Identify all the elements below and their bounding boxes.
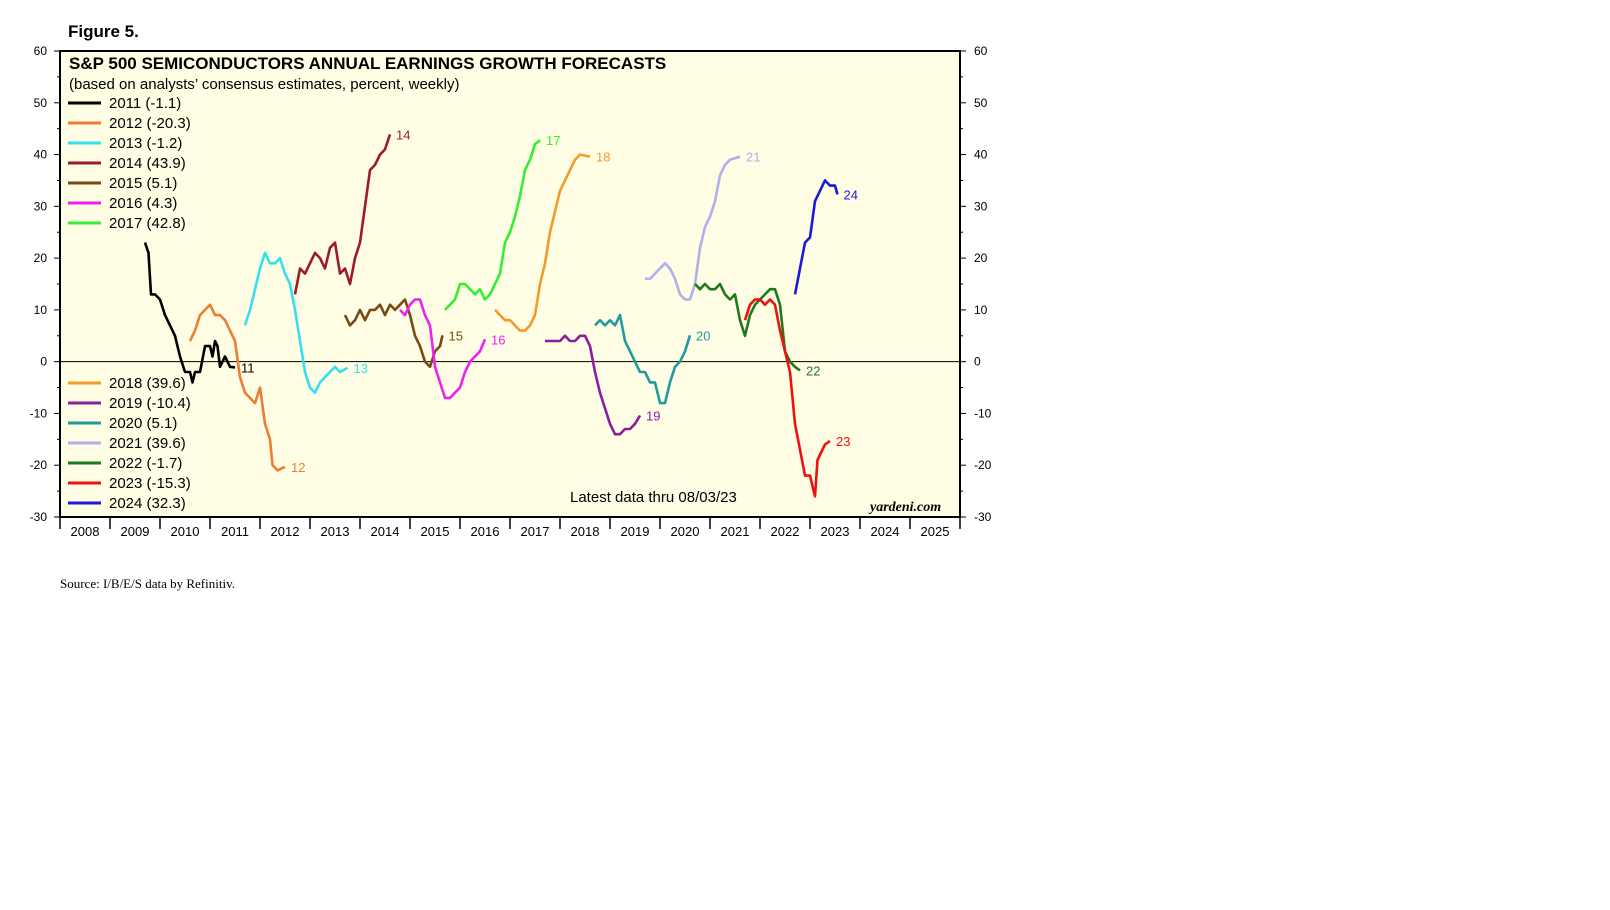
series-layer: 11 12 13 14 15 16 17 18 19 20 21 22 23 24 xyxy=(143,127,858,498)
y-tick-label-right: 30 xyxy=(974,199,988,213)
legend-label-2017: 2017 (42.8) xyxy=(109,215,186,232)
x-tick-label: 2018 xyxy=(571,524,600,539)
x-tick-label: 2023 xyxy=(821,524,850,539)
series-end-label-2022: 22 xyxy=(806,363,820,378)
x-tick-label: 2025 xyxy=(921,524,950,539)
legend-label-2013: 2013 (-1.2) xyxy=(109,135,182,152)
y-tick-label-right: -10 xyxy=(974,406,992,420)
legend-label-2022: 2022 (-1.7) xyxy=(109,455,182,472)
legend-label-2023: 2023 (-15.3) xyxy=(109,475,191,492)
series-line-2019 xyxy=(545,334,642,436)
legend-label-2014: 2014 (43.9) xyxy=(109,155,186,172)
figure-label: Figure 5. xyxy=(68,22,139,41)
series-end-label-2019: 19 xyxy=(646,409,660,424)
x-tick-label: 2022 xyxy=(771,524,800,539)
series-end-label-2023: 23 xyxy=(836,434,850,449)
series-line-2023 xyxy=(743,298,831,498)
x-tick-label: 2015 xyxy=(421,524,450,539)
chart-subtitle: (based on analysts’ consensus estimates,… xyxy=(69,76,459,93)
y-tick-label-left: 50 xyxy=(34,96,48,110)
y-tick-label-left: 0 xyxy=(40,355,47,369)
source-note: Source: I/B/E/S data by Refinitiv. xyxy=(60,576,235,591)
series-line-2011 xyxy=(143,242,236,384)
x-tick-label: 2008 xyxy=(71,524,100,539)
y-tick-label-left: 60 xyxy=(34,44,48,58)
x-tick-label: 2019 xyxy=(621,524,650,539)
chart-title: S&P 500 SEMICONDUCTORS ANNUAL EARNINGS G… xyxy=(69,54,666,73)
legend-label-2015: 2015 (5.1) xyxy=(109,175,177,192)
series-end-label-2015: 15 xyxy=(449,328,463,343)
credit-label: yardeni.com xyxy=(868,500,941,515)
legend-label-2021: 2021 (39.6) xyxy=(109,435,186,452)
series-end-label-2020: 20 xyxy=(696,328,710,343)
series-end-label-2024: 24 xyxy=(844,187,858,202)
y-tick-label-right: 20 xyxy=(974,251,988,265)
series-end-label-2014: 14 xyxy=(396,127,410,142)
legend-label-2011: 2011 (-1.1) xyxy=(109,95,181,112)
x-tick-label: 2024 xyxy=(871,524,900,539)
series-end-label-2016: 16 xyxy=(491,332,505,347)
legend-label-2016: 2016 (4.3) xyxy=(109,195,177,212)
y-tick-label-right: -30 xyxy=(974,510,992,524)
series-line-2017 xyxy=(444,139,541,311)
series-line-2013 xyxy=(243,251,349,394)
legend-label-2020: 2020 (5.1) xyxy=(109,415,177,432)
x-tick-label: 2012 xyxy=(271,524,300,539)
y-tick-label-left: 20 xyxy=(34,251,48,265)
series-line-2016 xyxy=(399,298,487,400)
legend-label-2012: 2012 (-20.3) xyxy=(109,115,191,132)
series-end-label-2011: 11 xyxy=(241,360,255,375)
x-tick-label: 2017 xyxy=(521,524,550,539)
latest-data-note: Latest data thru 08/03/23 xyxy=(570,489,737,506)
y-tick-label-left: -10 xyxy=(30,406,48,420)
x-tick-label: 2021 xyxy=(721,524,750,539)
x-tick-label: 2020 xyxy=(671,524,700,539)
series-line-2021 xyxy=(645,155,741,301)
y-tick-label-left: -30 xyxy=(30,510,48,524)
y-tick-label-left: 40 xyxy=(34,148,48,162)
series-line-2024 xyxy=(793,179,839,295)
y-tick-label-right: 50 xyxy=(974,96,988,110)
series-line-2012 xyxy=(188,303,286,472)
series-end-label-2017: 17 xyxy=(546,133,560,148)
y-tick-label-right: 10 xyxy=(974,303,988,317)
legend: 2011 (-1.1) 2012 (-20.3) 2013 (-1.2) 2014 (… xyxy=(68,95,191,512)
y-tick-label-right: 0 xyxy=(974,355,981,369)
x-tick-label: 2013 xyxy=(321,524,350,539)
x-tick-label: 2014 xyxy=(371,524,400,539)
series-line-2014 xyxy=(293,133,392,295)
series-end-label-2021: 21 xyxy=(746,150,760,165)
y-tick-label-left: -20 xyxy=(30,458,48,472)
series-line-2022 xyxy=(694,282,801,372)
y-tick-label-right: -20 xyxy=(974,458,992,472)
x-tick-label: 2010 xyxy=(171,524,200,539)
series-end-label-2012: 12 xyxy=(291,460,305,475)
series-end-label-2013: 13 xyxy=(354,361,368,376)
y-tick-label-left: 10 xyxy=(34,303,48,317)
x-tick-label: 2009 xyxy=(121,524,150,539)
legend-label-2024: 2024 (32.3) xyxy=(109,495,186,512)
series-line-2015 xyxy=(343,298,444,369)
series-line-2018 xyxy=(494,153,591,332)
series-line-2020 xyxy=(594,313,692,405)
series-end-label-2018: 18 xyxy=(596,150,610,165)
x-tick-label: 2011 xyxy=(221,524,249,539)
y-tick-label-left: 30 xyxy=(34,199,48,213)
legend-label-2018: 2018 (39.6) xyxy=(109,375,186,392)
y-tick-label-right: 60 xyxy=(974,44,988,58)
legend-label-2019: 2019 (-10.4) xyxy=(109,395,191,412)
x-tick-label: 2016 xyxy=(471,524,500,539)
y-tick-label-right: 40 xyxy=(974,148,988,162)
